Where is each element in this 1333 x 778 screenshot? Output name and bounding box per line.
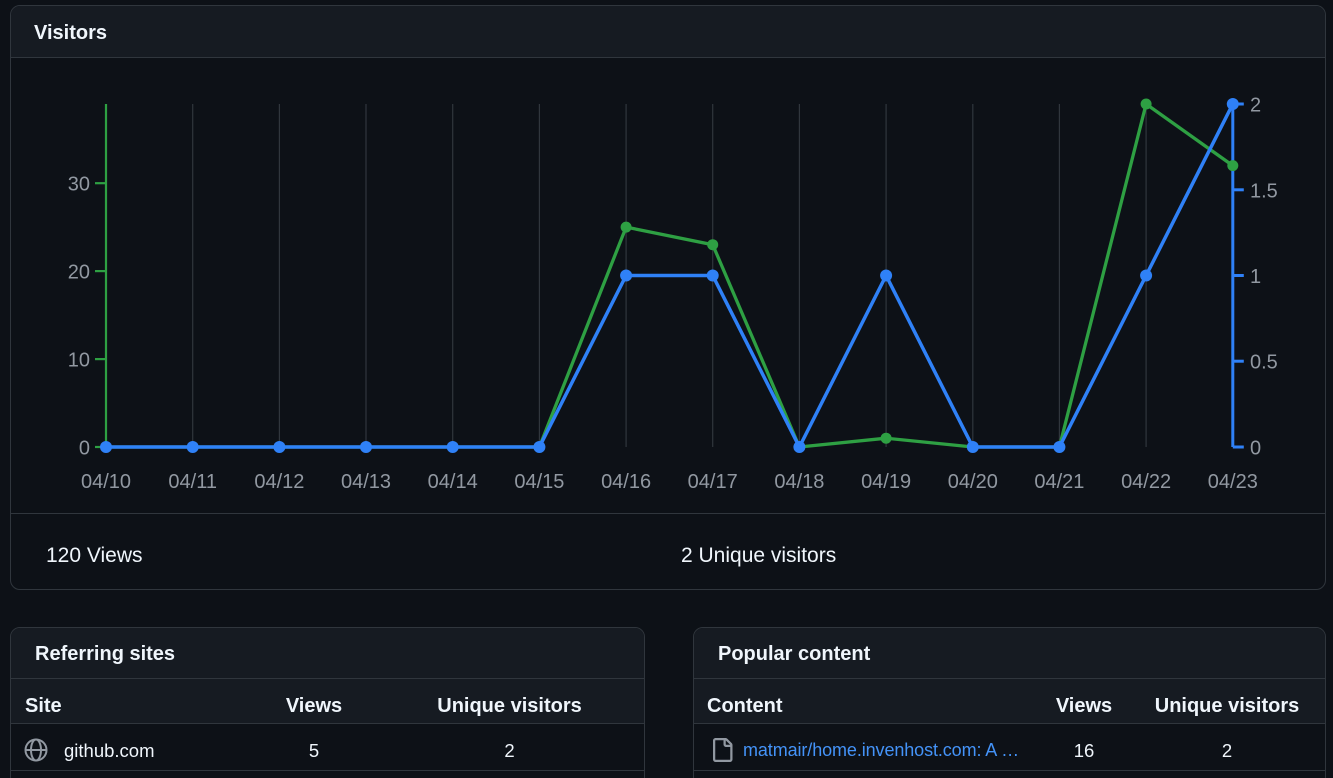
svg-text:04/22: 04/22 (1121, 471, 1171, 493)
svg-text:1.5: 1.5 (1250, 180, 1278, 202)
svg-text:04/18: 04/18 (774, 471, 824, 493)
svg-text:0.5: 0.5 (1250, 352, 1278, 374)
svg-text:04/15: 04/15 (514, 471, 564, 493)
svg-text:0: 0 (1250, 438, 1261, 460)
svg-text:30: 30 (68, 174, 90, 196)
svg-text:04/19: 04/19 (861, 471, 911, 493)
svg-text:0: 0 (79, 438, 90, 460)
svg-text:04/20: 04/20 (948, 471, 998, 493)
svg-text:04/11: 04/11 (168, 471, 217, 493)
svg-text:2: 2 (1250, 95, 1261, 117)
svg-text:10: 10 (68, 350, 90, 372)
svg-text:20: 20 (68, 262, 90, 284)
svg-text:04/14: 04/14 (428, 471, 478, 493)
svg-text:04/23: 04/23 (1208, 471, 1258, 493)
svg-text:04/13: 04/13 (341, 471, 391, 493)
svg-text:04/21: 04/21 (1034, 471, 1084, 493)
svg-text:1: 1 (1250, 266, 1261, 288)
svg-text:04/10: 04/10 (81, 471, 131, 493)
svg-text:04/12: 04/12 (254, 471, 304, 493)
svg-text:04/17: 04/17 (688, 471, 738, 493)
svg-text:04/16: 04/16 (601, 471, 651, 493)
